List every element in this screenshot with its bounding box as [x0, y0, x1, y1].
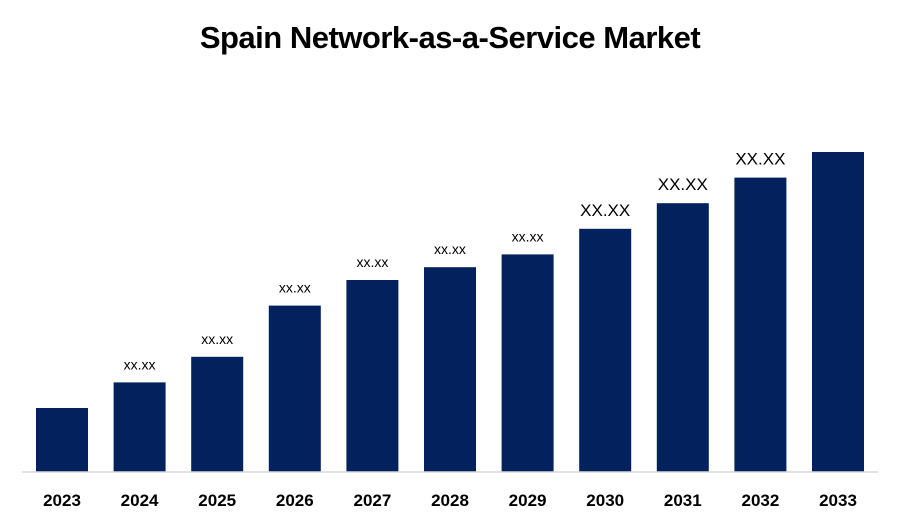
data-label-2025: xx.xx	[201, 331, 233, 347]
bar-2025	[191, 356, 244, 472]
data-label-2032: XX.XX	[735, 150, 785, 169]
data-label-2024: xx.xx	[124, 356, 156, 372]
x-tick-2033: 2033	[819, 491, 857, 510]
chart-title: Spain Network-as-a-Service Market	[199, 20, 701, 55]
x-tick-labels-layer: 2023 2024 2025 2026 2027 2028 2029 2030 2031 2032…	[43, 491, 857, 510]
bar-2023	[36, 408, 88, 472]
x-tick-2029: 2029	[509, 491, 547, 510]
data-label-2026: xx.xx	[279, 280, 311, 296]
data-label-2029: xx.xx	[512, 228, 544, 244]
data-label-2031: XX.XX	[658, 175, 708, 194]
data-label-2030: XX.XX	[580, 201, 630, 220]
x-tick-2032: 2032	[741, 491, 779, 510]
x-tick-2028: 2028	[431, 491, 469, 510]
data-label-2027: xx.xx	[356, 254, 388, 270]
x-tick-2030: 2030	[586, 491, 624, 510]
bar-2026	[268, 305, 321, 472]
bar-2030	[579, 228, 632, 472]
x-tick-2026: 2026	[276, 491, 314, 510]
x-tick-2025: 2025	[198, 491, 236, 510]
x-tick-2024: 2024	[121, 491, 159, 510]
data-labels-layer: xx.xx xx.xx xx.xx xx.xx xx.xx xx.xx XX.XX XX.XX…	[124, 150, 786, 373]
bar-2031	[656, 203, 709, 472]
bar-2029	[501, 254, 554, 472]
bar-2027	[346, 280, 399, 472]
bars-layer	[36, 152, 864, 472]
x-tick-2023: 2023	[43, 491, 81, 510]
x-tick-2031: 2031	[664, 491, 702, 510]
data-label-2028: xx.xx	[434, 241, 466, 257]
bar-2032	[734, 177, 787, 472]
x-tick-2027: 2027	[353, 491, 391, 510]
bar-2033	[812, 152, 864, 472]
bar-2028	[424, 267, 476, 472]
bar-2024	[113, 382, 166, 472]
